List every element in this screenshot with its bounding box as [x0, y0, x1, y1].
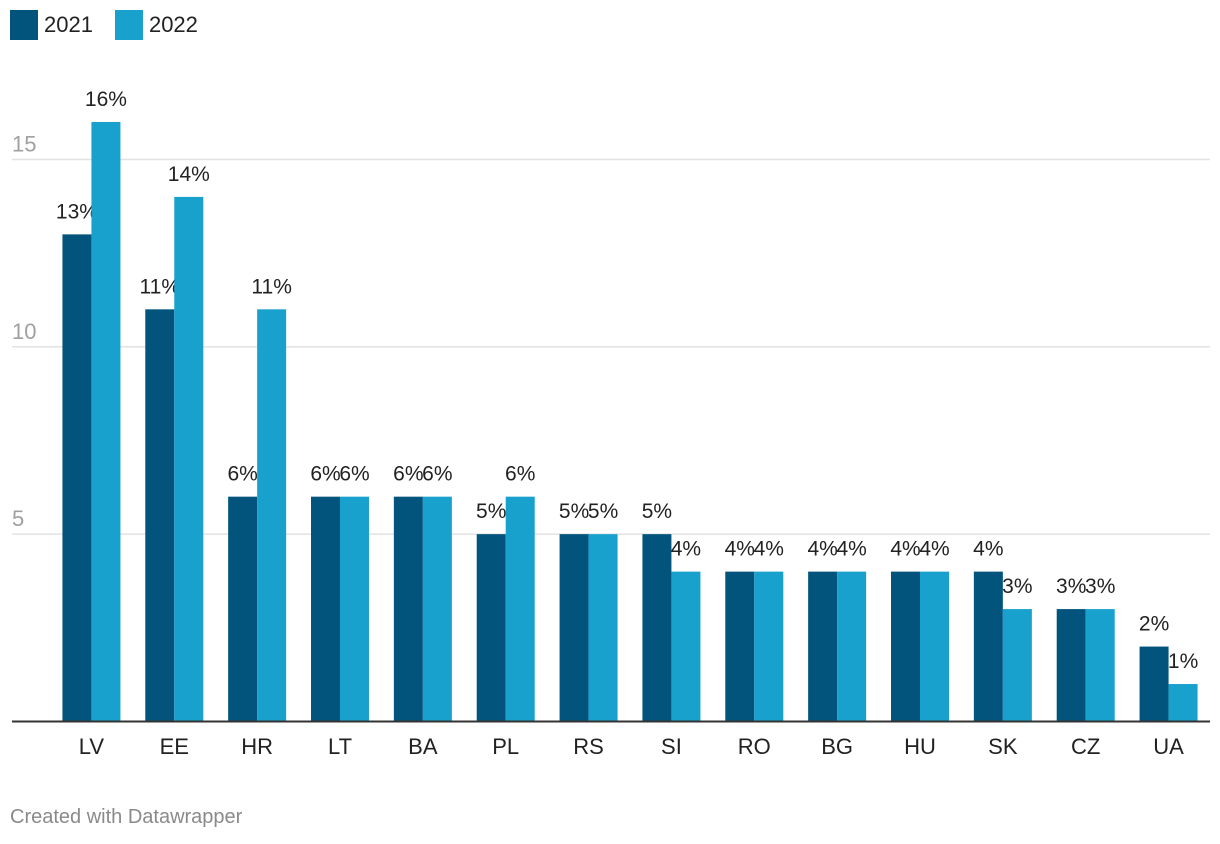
bar-LV-2022	[91, 121, 121, 722]
bar-BA-2021	[393, 496, 423, 722]
bar-SK-2022	[1002, 609, 1032, 722]
bar-chart: 5101513%16%LV11%14%EE6%11%HR6%6%LT6%6%BA…	[12, 88, 1210, 759]
x-tick-label-RO: RO	[738, 734, 771, 759]
bar-LT-2022	[340, 496, 369, 722]
y-tick-label-5: 5	[12, 506, 24, 531]
bar-PL-2022	[505, 496, 535, 722]
x-tick-label-HR: HR	[241, 734, 273, 759]
bar-LV-2021	[62, 234, 92, 722]
data-label-UA-2022: 1%	[1168, 650, 1198, 673]
legend-item-2022[interactable]: 2022	[114, 10, 198, 40]
legend: 2021 2022	[10, 10, 220, 40]
bar-HU-2022	[920, 571, 949, 722]
y-tick-label-10: 10	[12, 319, 36, 344]
bar-UA-2021	[1139, 646, 1169, 722]
data-label-EE-2021: 11%	[140, 275, 180, 298]
x-tick-label-EE: EE	[160, 734, 189, 759]
y-tick-label-15: 15	[12, 131, 36, 156]
bar-BG-2021	[808, 571, 838, 722]
data-label-LV-2022: 16%	[85, 88, 127, 111]
data-label-BG-2022: 4%	[836, 538, 866, 561]
x-tick-label-BA: BA	[408, 734, 438, 759]
data-label-RS-2021: 5%	[559, 500, 589, 523]
data-label-RO-2022: 4%	[754, 538, 784, 561]
bar-PL-2021	[476, 534, 506, 722]
data-label-BA-2021: 6%	[393, 463, 423, 486]
x-tick-label-LV: LV	[79, 734, 105, 759]
data-label-PL-2022: 6%	[505, 463, 535, 486]
bar-HR-2021	[228, 496, 258, 722]
bar-CZ-2022	[1085, 609, 1115, 722]
data-label-SI-2021: 5%	[642, 500, 672, 523]
bar-HU-2021	[891, 571, 920, 722]
data-label-CZ-2022: 3%	[1085, 575, 1115, 598]
bar-BA-2022	[422, 496, 452, 722]
data-label-LV-2021: 13%	[56, 200, 98, 223]
legend-label-2021: 2021	[44, 12, 93, 37]
bar-EE-2021	[145, 309, 175, 722]
data-label-HU-2022: 4%	[919, 538, 949, 561]
data-label-UA-2021: 2%	[1139, 613, 1169, 636]
x-tick-label-RS: RS	[573, 734, 604, 759]
data-label-RS-2022: 5%	[588, 500, 618, 523]
bar-LT-2021	[311, 496, 340, 722]
bar-EE-2022	[174, 196, 204, 722]
legend-label-2022: 2022	[148, 12, 198, 37]
x-tick-label-SI: SI	[661, 734, 682, 759]
bar-RO-2022	[754, 571, 784, 722]
data-label-SK-2022: 3%	[1002, 575, 1032, 598]
data-label-HR-2022: 11%	[251, 275, 291, 298]
x-tick-label-SK: SK	[988, 734, 1018, 759]
data-label-CZ-2021: 3%	[1056, 575, 1086, 598]
data-label-LT-2021: 6%	[310, 463, 340, 486]
bar-SI-2022	[671, 571, 701, 722]
bar-UA-2022	[1168, 684, 1198, 722]
bar-HR-2022	[257, 309, 287, 722]
bar-RS-2021	[559, 534, 589, 722]
legend-swatch-2021	[10, 10, 38, 40]
legend-item-2021[interactable]: 2021	[10, 10, 93, 40]
data-label-PL-2021: 5%	[476, 500, 506, 523]
data-label-BG-2021: 4%	[807, 538, 837, 561]
x-tick-label-CZ: CZ	[1071, 734, 1100, 759]
data-label-HU-2021: 4%	[890, 538, 920, 561]
bar-CZ-2021	[1056, 609, 1086, 722]
data-label-SI-2022: 4%	[671, 538, 701, 561]
x-tick-label-UA: UA	[1153, 734, 1184, 759]
x-tick-label-BG: BG	[821, 734, 853, 759]
data-label-RO-2021: 4%	[725, 538, 755, 561]
bar-SK-2021	[973, 571, 1003, 722]
data-label-EE-2022: 14%	[168, 163, 210, 186]
data-label-HR-2021: 6%	[227, 463, 257, 486]
bar-SI-2021	[642, 534, 672, 722]
bar-RO-2021	[725, 571, 755, 722]
bar-RS-2022	[588, 534, 618, 722]
x-tick-label-LT: LT	[328, 734, 352, 759]
data-label-LT-2022: 6%	[339, 463, 369, 486]
data-label-SK-2021: 4%	[973, 538, 1003, 561]
x-tick-label-PL: PL	[492, 734, 519, 759]
bar-BG-2022	[837, 571, 867, 722]
data-label-BA-2022: 6%	[422, 463, 452, 486]
footer-credit: Created with Datawrapper	[10, 806, 243, 828]
x-tick-label-HU: HU	[904, 734, 936, 759]
legend-swatch-2022	[114, 10, 143, 40]
